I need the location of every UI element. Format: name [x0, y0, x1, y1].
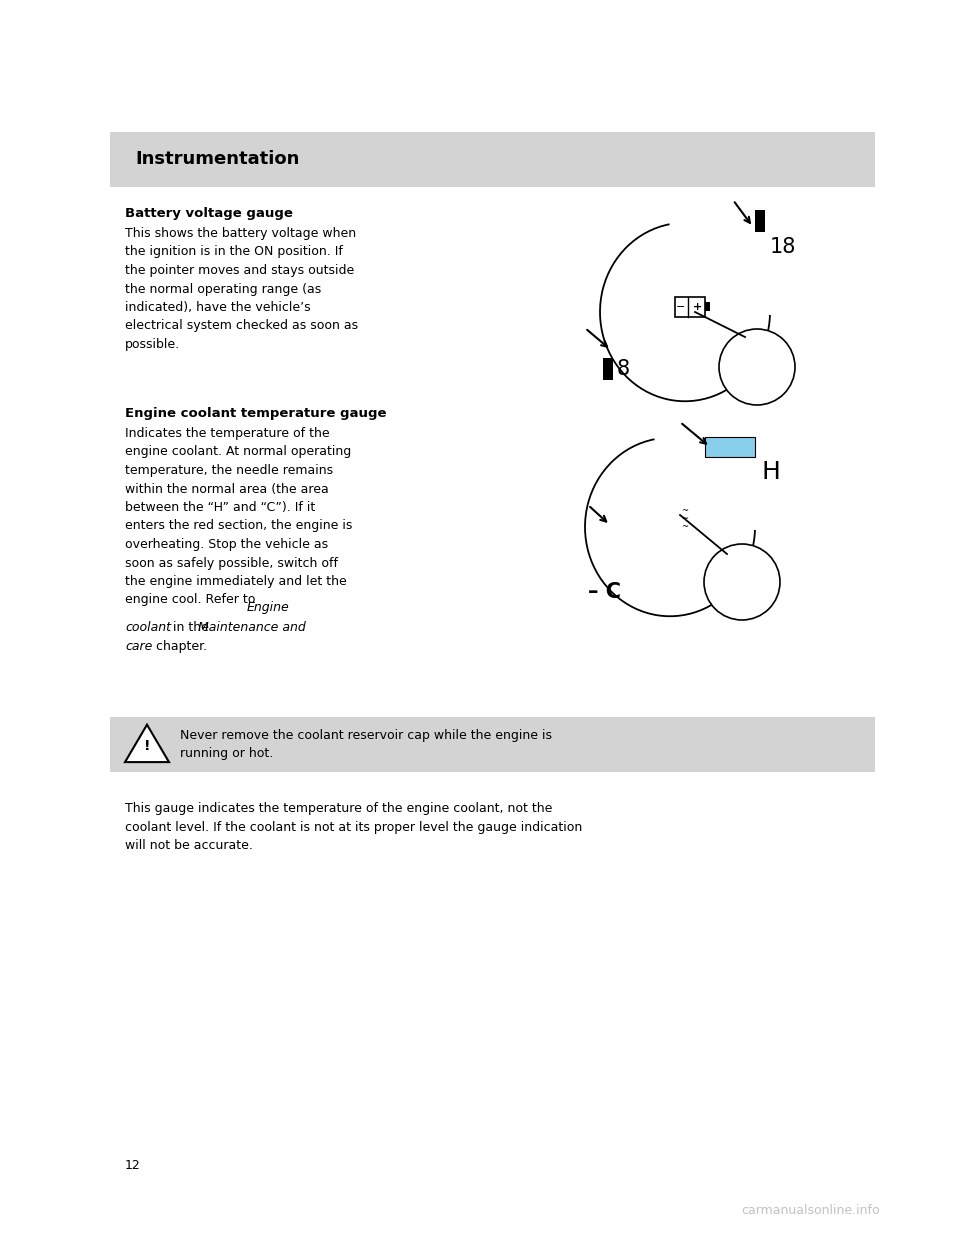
Text: – C: – C — [588, 582, 621, 602]
Text: ~: ~ — [682, 507, 688, 515]
Text: Indicates the temperature of the
engine coolant. At normal operating
temperature: Indicates the temperature of the engine … — [125, 427, 352, 606]
Bar — [705, 303, 710, 312]
Bar — [755, 210, 765, 232]
Bar — [110, 132, 875, 188]
Text: Engine: Engine — [247, 601, 290, 615]
Text: −: − — [676, 302, 685, 312]
Text: Engine coolant temperature gauge: Engine coolant temperature gauge — [125, 407, 387, 420]
Text: 12: 12 — [125, 1159, 141, 1172]
Text: !: ! — [144, 739, 151, 754]
Text: ~: ~ — [682, 523, 688, 532]
Text: carmanualsonline.info: carmanualsonline.info — [741, 1203, 880, 1217]
Text: Instrumentation: Instrumentation — [135, 150, 300, 169]
Text: This gauge indicates the temperature of the engine coolant, not the
coolant leve: This gauge indicates the temperature of … — [125, 802, 583, 852]
Bar — [675, 297, 705, 317]
Text: This shows the battery voltage when
the ignition is in the ON position. If
the p: This shows the battery voltage when the … — [125, 227, 358, 351]
Text: ~: ~ — [682, 514, 688, 523]
Text: chapter.: chapter. — [152, 640, 207, 653]
Text: Maintenance and: Maintenance and — [198, 621, 305, 633]
Circle shape — [704, 544, 780, 620]
Text: coolant: coolant — [125, 621, 171, 633]
Bar — [110, 717, 875, 773]
Text: 18: 18 — [770, 237, 797, 257]
Text: Battery voltage gauge: Battery voltage gauge — [125, 207, 293, 220]
Bar — [603, 358, 613, 380]
Bar — [705, 437, 755, 457]
Text: Never remove the coolant reservoir cap while the engine is
running or hot.: Never remove the coolant reservoir cap w… — [180, 729, 552, 760]
Text: +: + — [693, 302, 703, 312]
Text: H: H — [762, 460, 780, 484]
Polygon shape — [125, 724, 169, 763]
Text: care: care — [125, 640, 153, 653]
Text: in the: in the — [169, 621, 213, 633]
Circle shape — [719, 329, 795, 405]
Text: 8: 8 — [617, 359, 630, 379]
